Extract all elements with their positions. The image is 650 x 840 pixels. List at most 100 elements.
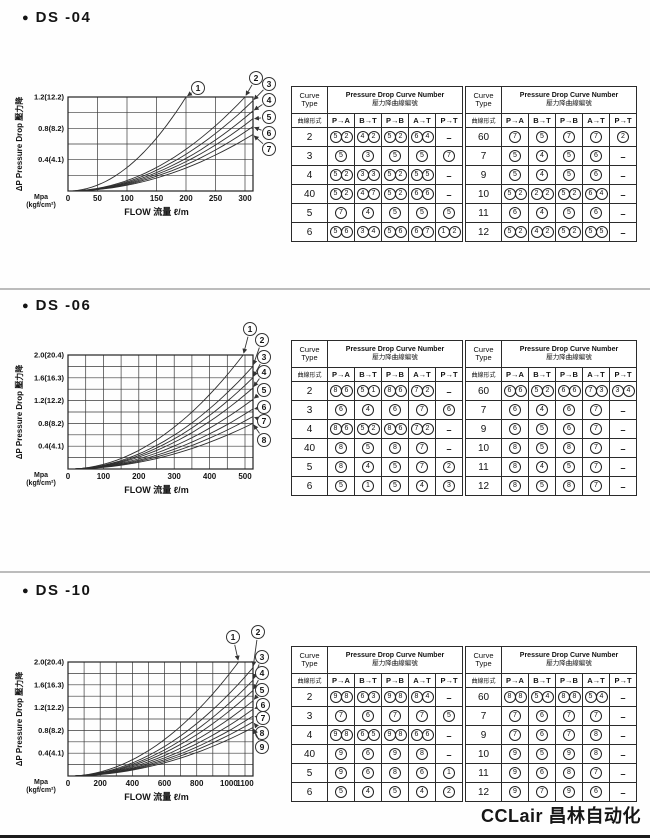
svg-text:4: 4 [267,95,272,105]
port-path-column-header: P→A [501,367,529,382]
circled-number: 7 [416,441,428,454]
circled-number: 7 [590,441,602,454]
circled-number: 5 [563,168,575,181]
curve-number-badge [255,650,269,664]
curve-number-badge [262,142,276,156]
circled-number: 6 [394,384,407,397]
svg-text:(kgf/cm²): (kgf/cm²) [26,480,56,487]
no-curve-dash: – [446,387,452,397]
curve-type-header: Curve Type [465,340,502,368]
section-title-text: DS -10 [35,582,92,599]
table-row: 12 5 2 4 2 5 2 5 5– [465,222,637,242]
curve-number-cell: 6 [501,419,529,439]
curve-label-4: 4 [253,365,271,387]
curve-type-value: 9 [465,419,502,439]
curve-number-cell: 5 [528,419,556,439]
circled-number: 7 [416,460,428,473]
curve-number-cell: 7 [408,438,436,458]
curve-type-value: 7 [465,146,502,166]
curve-line-6 [67,408,254,470]
curve-number-badge [255,683,269,697]
table-row: 11 9 6 8 7 – [465,763,637,783]
curve-number-badge [257,414,271,428]
circled-number: 7 [584,384,597,397]
port-path-column-header: P→A [327,113,355,128]
port-path-column-header: P→B [555,673,583,688]
circled-number: 5 [335,785,347,798]
circled-number: 8 [563,441,575,454]
curve-number-cell: 5 [528,744,556,764]
circled-number: 3 [362,149,374,162]
circled-number: 5 [356,384,369,397]
section-title-text: DS -04 [35,9,92,26]
circled-number: 5 [389,206,401,219]
table-row: 9 5 4 5 6– [465,165,637,185]
circled-number: 2 [394,168,407,181]
curve-number-cell: – [609,706,637,726]
pressure-drop-header: Pressure Drop Curve Number 壓力降曲線編號 [327,646,463,674]
table-column-header-row: 曲線形式 P→A B→T P→B A→T P→T [291,113,463,128]
curve-type-value: 4 [291,165,328,185]
curve-table-left: Curve Type Pressure Drop Curve Number 壓力降曲線… [291,340,463,496]
circled-number: 6 [584,187,597,200]
circled-number: 8 [329,422,342,435]
port-path-column-header: A→T [582,673,610,688]
circled-number: 6 [340,225,353,238]
curve-type-header: Curve Type [291,86,328,114]
curve-number-cell: 7 [582,476,610,496]
circled-number: 6 [389,403,401,416]
circled-number: 9 [335,747,347,760]
circled-number: 5 [509,149,521,162]
circled-number: 9 [335,766,347,779]
curve-label-6: 6 [254,400,271,414]
curve-type-value: 12 [465,782,502,802]
circled-number: 6 [362,709,374,722]
curve-table-left: Curve Type Pressure Drop Curve Number 壓力降曲線… [291,86,463,242]
circled-number: 3 [367,168,380,181]
axis-labels: 0 50 100 150 200 250 300 1.2(12.2) 0.8(8.2) 0.4(4… [14,93,252,218]
curve-line-7 [67,715,254,777]
table-row: 2 5 2 4 2 5 2 6 4– [291,127,463,147]
curve-number-cell: 8 [501,438,529,458]
circled-number: 5 [536,479,548,492]
curve-number-cell: 5 [528,438,556,458]
curve-number-cell: – [609,438,637,458]
circled-number: 7 [509,728,521,741]
table-row: 10 8 5 8 7 – [465,438,637,458]
circled-number: 5 [563,206,575,219]
circled-number: 8 [389,766,401,779]
curve-type-value: 9 [465,725,502,745]
svg-text:400: 400 [126,779,140,788]
circled-number: 4 [421,690,434,703]
no-curve-dash: – [620,731,626,741]
circled-number: 2 [367,422,380,435]
circled-number: 5 [389,460,401,473]
circled-number: 5 [362,441,374,454]
svg-text:Mpa: Mpa [34,472,48,479]
no-curve-dash: – [446,693,452,703]
curve-number-cell: 5 [528,127,556,147]
curve-number-cell: 5 [555,146,583,166]
curve-number-tables: Curve Type Pressure Drop Curve Number 壓力降曲線… [291,86,637,242]
svg-text:0: 0 [66,779,71,788]
table-header-row: Curve Type Pressure Drop Curve Number 壓力降曲線… [465,340,637,368]
curve-number-badge [226,630,240,644]
curve-number-cell: 7 [582,457,610,477]
circled-number: 8 [383,384,396,397]
curve-number-cell: 4 [354,203,382,223]
circled-number: 8 [416,747,428,760]
curve-number-cell: 6 [582,165,610,185]
curve-type-value: 12 [465,476,502,496]
pressure-drop-header: Pressure Drop Curve Number 壓力降曲線編號 [327,86,463,114]
curve-line-1 [67,354,244,470]
circled-number: 4 [595,690,608,703]
table-row: 60 8 8 5 4 8 8 5 4– [465,687,637,707]
